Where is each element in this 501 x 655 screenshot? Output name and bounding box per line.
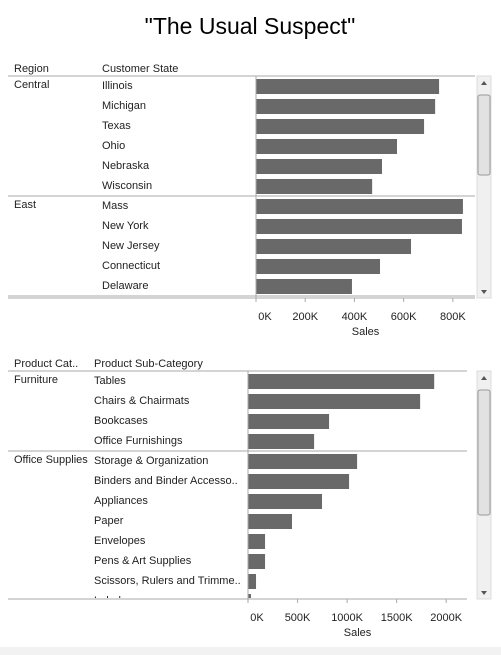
group-label-box: Furniture — [14, 374, 59, 386]
scroll-down-arrow — [481, 290, 487, 294]
category-label: Envelopes — [94, 535, 146, 547]
pane: Central Illinois Michigan Texas Ohio Nebraska… — [8, 79, 475, 297]
group-label-box: East — [14, 199, 37, 211]
group-label-box: Central — [14, 79, 50, 91]
category-label: Nebraska — [102, 160, 150, 172]
x-axis-title: Sales — [352, 326, 380, 338]
bar — [256, 259, 381, 274]
pane: Furniture Tables Chairs & Chairmats Bookcas… — [8, 374, 467, 607]
row-header: Product Sub-Category — [94, 358, 203, 370]
group-label: Central — [14, 79, 50, 91]
bar — [256, 119, 425, 134]
x-tick-label: 0K — [258, 311, 272, 323]
bar — [256, 79, 440, 94]
x-tick-label: 0K — [250, 612, 264, 624]
category-label: Labels — [94, 595, 127, 607]
bar — [248, 554, 266, 569]
category-label: New Jersey — [102, 240, 160, 252]
chart: Region Customer State Central Illinois Michi… — [8, 63, 492, 338]
bar — [248, 394, 421, 409]
category-label: Delaware — [102, 280, 148, 292]
row-header: Product Cat.. — [14, 358, 78, 370]
group-label-box: Office Supplies — [14, 454, 88, 466]
category-label: Michigan — [102, 100, 146, 112]
x-tick-label: 800K — [440, 311, 466, 323]
group-label: East — [14, 199, 37, 211]
scrollbar-thumb — [477, 389, 491, 516]
chart: Product Cat.. Product Sub-Category Furnitu… — [8, 358, 492, 639]
category-label: Binders and Binder Accesso.. — [94, 475, 238, 487]
x-tick-label: 2000K — [430, 612, 462, 624]
bottom-bar — [0, 647, 501, 655]
category-label: Connecticut — [102, 260, 160, 272]
bar — [256, 279, 352, 294]
scroll-up-arrow — [481, 81, 487, 85]
bar — [248, 454, 358, 469]
dashboard-title: "The Usual Suspect" — [145, 13, 356, 39]
bar — [248, 494, 323, 509]
scroll-up-arrow — [481, 376, 487, 380]
x-tick-label: 500K — [285, 612, 311, 624]
bar — [256, 239, 412, 254]
category-label: Texas — [102, 120, 131, 132]
group-label: Office Supplies — [14, 454, 88, 466]
bar — [248, 474, 350, 489]
x-tick-label: 200K — [292, 311, 318, 323]
row-header: Region — [14, 63, 49, 75]
bar — [248, 374, 435, 389]
bar — [256, 199, 463, 214]
bar — [248, 534, 266, 549]
bar — [256, 219, 462, 234]
scroll-down-arrow — [481, 591, 487, 595]
scrollbar-thumb — [477, 94, 491, 176]
bar — [256, 139, 397, 154]
category-label: Wisconsin — [102, 180, 152, 192]
x-tick-label: 400K — [342, 311, 368, 323]
bar — [248, 414, 330, 429]
category-label: Mass — [102, 200, 129, 212]
x-tick-label: 1000K — [331, 612, 363, 624]
category-label: Appliances — [94, 495, 148, 507]
category-label: Office Furnishings — [94, 435, 183, 447]
x-axis-title: Sales — [344, 627, 372, 639]
bar — [256, 179, 373, 194]
category-label: Illinois — [102, 80, 133, 92]
category-label: New York — [102, 220, 149, 232]
category-label: Chairs & Chairmats — [94, 395, 190, 407]
group-label: Furniture — [14, 374, 59, 386]
category-label: Storage & Organization — [94, 455, 208, 467]
bar — [248, 514, 292, 529]
category-label: Tables — [94, 375, 126, 387]
bar — [248, 574, 257, 589]
category-label: Ohio — [102, 140, 125, 152]
category-label: Scissors, Rulers and Trimme.. — [94, 575, 241, 587]
x-tick-label: 1500K — [381, 612, 413, 624]
category-label: Pens & Art Supplies — [94, 555, 192, 567]
bar — [256, 99, 436, 114]
category-label: Paper — [94, 515, 124, 527]
x-tick-label: 600K — [391, 311, 417, 323]
bar — [248, 594, 251, 598]
row-header: Customer State — [102, 63, 178, 75]
category-label: Bookcases — [94, 415, 148, 427]
bar — [248, 434, 315, 449]
bar — [256, 159, 382, 174]
